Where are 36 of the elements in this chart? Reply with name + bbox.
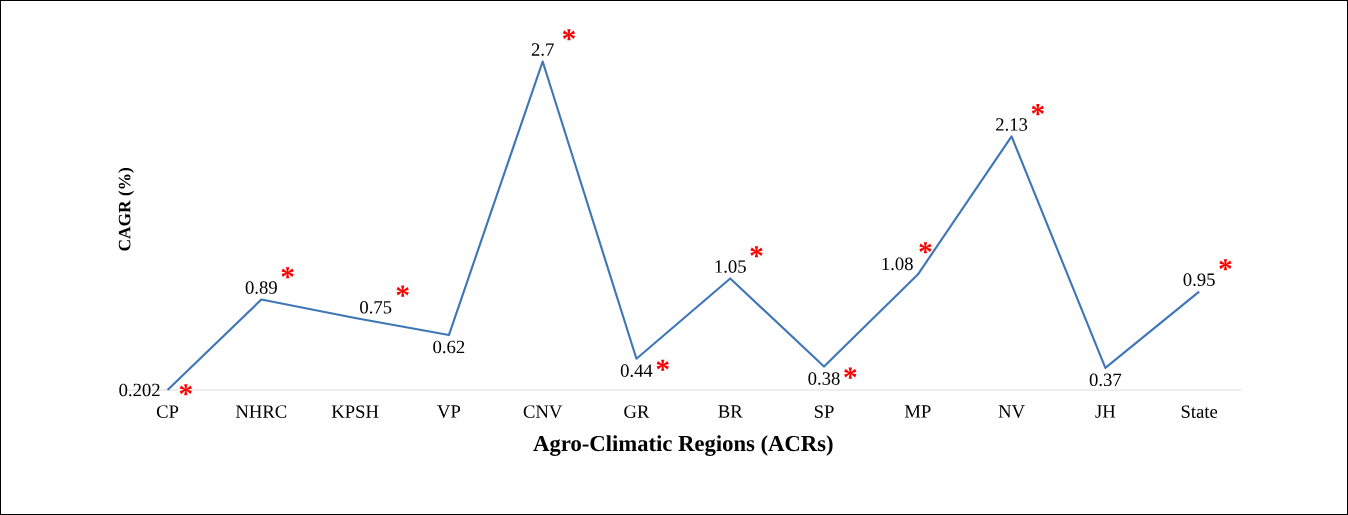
data-label: 0.95 [1183, 273, 1215, 287]
x-tick-label: GR [624, 405, 650, 418]
annotation: * [844, 367, 857, 379]
data-label: 0.75 [360, 300, 392, 314]
data-label: 0.89 [245, 281, 277, 294]
data-label: 0.44 [620, 364, 653, 377]
x-tick-label: NV [998, 405, 1025, 418]
annotation: * [562, 29, 576, 41]
data-label: 1.08 [882, 257, 913, 271]
annotation: * [750, 246, 763, 258]
data-label: 0.37 [1089, 373, 1122, 387]
x-tick-label: BR [718, 405, 743, 418]
data-label: 2.13 [996, 118, 1028, 131]
data-label: 1.05 [715, 260, 746, 273]
x-tick-label: State [1181, 405, 1218, 418]
annotation: * [281, 267, 294, 279]
x-tick-label: NHRC [235, 405, 287, 418]
annotation: * [919, 242, 932, 254]
x-tick-label: KPSH [331, 405, 379, 418]
annotation: * [656, 359, 669, 371]
x-tick-label: SP [814, 405, 834, 418]
x-tick-label: CP [156, 405, 179, 418]
annotation: * [1219, 259, 1232, 271]
annotation: * [179, 384, 192, 396]
annotation: * [396, 285, 409, 297]
annotation: * [1031, 104, 1044, 116]
data-label: 0.202 [119, 383, 160, 397]
data-label: 2.7 [531, 43, 554, 56]
x-tick-label: JH [1095, 405, 1116, 418]
x-tick-label: MP [904, 405, 931, 418]
data-label: 0.38 [808, 372, 840, 385]
y-axis-title: CAGR (%) [118, 167, 134, 251]
x-axis-title: Agro-Climatic Regions (ACRs) [533, 435, 833, 456]
x-tick-label: CNV [523, 405, 563, 419]
data-label: 0.62 [433, 340, 465, 354]
x-tick-label: VP [437, 405, 461, 418]
